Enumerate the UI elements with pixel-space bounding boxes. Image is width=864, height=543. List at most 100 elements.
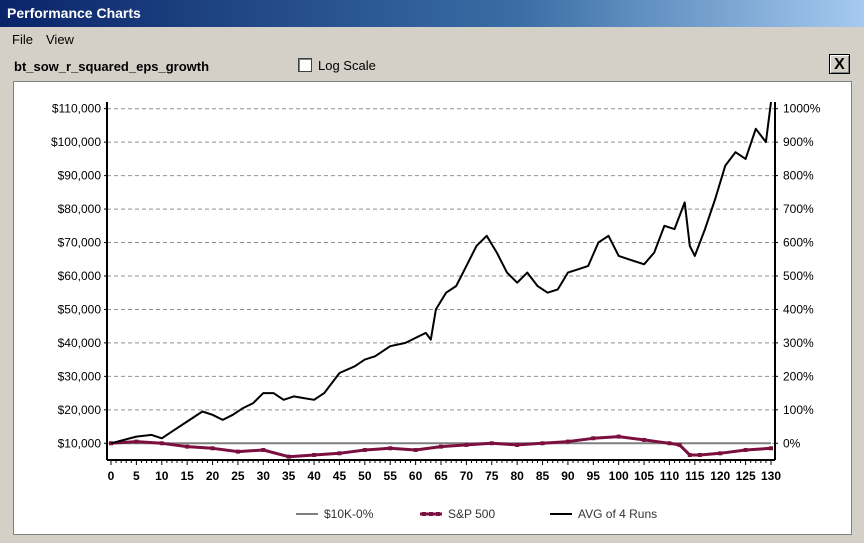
sp500-point [616,434,621,439]
y-left-tick-label: $90,000 [58,169,102,183]
x-tick-label: 100 [609,469,629,483]
chart-toolbar: bt_sow_r_squared_eps_growth Log Scale [0,54,864,80]
y-left-tick-label: $50,000 [58,302,102,316]
legend: $10K-0% S&P 500 AVG of 4 Runs [296,507,657,521]
sp500-point [286,454,291,459]
log-scale-toggle[interactable]: Log Scale [298,58,376,73]
x-tick-label: 0 [108,469,115,483]
x-tick-label: 105 [634,469,654,483]
x-tick-label: 30 [257,469,271,483]
x-tick-label: 20 [206,469,220,483]
menu-file[interactable]: File [12,32,33,47]
x-tick-label: 115 [685,469,705,483]
x-tick-label: 120 [710,469,730,483]
x-tick-label: 35 [282,469,296,483]
x-tick-label: 25 [231,469,245,483]
legend-swatch-point [436,512,440,516]
y-right-tick-label: 400% [783,302,814,316]
sp500-point [489,441,494,446]
y-right-tick-label: 200% [783,369,814,383]
sp500-point [185,444,190,449]
y-left-tick-label: $40,000 [58,336,102,350]
x-tick-label: 90 [561,469,575,483]
x-tick-label: 55 [384,469,398,483]
sp500-point [413,447,418,452]
x-tick-label: 125 [736,469,756,483]
sp500-point [697,452,702,457]
sp500-point [743,447,748,452]
x-tick-label: 5 [133,469,140,483]
sp500-point [362,447,367,452]
sp500-point [235,449,240,454]
x-tick-label: 50 [358,469,372,483]
legend-label: S&P 500 [448,507,495,521]
legend-swatch-point [429,512,433,516]
sp500-point [388,446,393,451]
y-left-tick-label: $80,000 [58,202,102,216]
sp500-point [565,439,570,444]
sp500-point [337,451,342,456]
close-button[interactable]: X [829,54,850,74]
y-right-tick-label: 1000% [783,102,821,116]
sp500-point [210,446,215,451]
y-right-tick-label: 900% [783,135,814,149]
sp500-point [312,452,317,457]
strategy-name: bt_sow_r_squared_eps_growth [14,59,210,74]
x-tick-label: 75 [485,469,499,483]
tick-labels: $10,000 0% $20,000 100% $30,000 200% $40,000 30… [51,102,821,483]
sp500-point [464,442,469,447]
y-right-tick-label: 300% [783,336,814,350]
legend-label: $10K-0% [324,507,374,521]
y-left-tick-label: $100,000 [51,135,101,149]
log-scale-label: Log Scale [318,58,376,73]
sp500-point [134,439,139,444]
sp500-point [667,441,672,446]
sp500-point [718,451,723,456]
y-left-tick-label: $70,000 [58,236,102,250]
y-left-tick-label: $20,000 [58,403,102,417]
x-tick-label: 110 [660,469,680,483]
legend-swatch-point [422,512,426,516]
log-scale-checkbox[interactable] [298,58,312,72]
x-tick-label: 10 [155,469,169,483]
x-tick-label: 65 [434,469,448,483]
window-titlebar[interactable]: Performance Charts [0,0,864,27]
x-tick-label: 130 [761,469,781,483]
x-tick-label: 40 [307,469,321,483]
menu-view[interactable]: View [46,32,74,47]
sp500-point [769,446,773,451]
menu-bar: File View [0,29,864,51]
y-right-tick-label: 600% [783,236,814,250]
x-tick-label: 70 [460,469,474,483]
avg-runs-series-line [110,101,772,445]
y-left-tick-label: $30,000 [58,369,102,383]
series-layer [109,101,773,459]
y-left-tick-label: $60,000 [58,269,102,283]
y-right-tick-label: 700% [783,202,814,216]
y-left-tick-label: $10,000 [58,436,102,450]
sp500-point [540,441,545,446]
x-tick-label: 95 [587,469,601,483]
y-right-tick-label: 800% [783,169,814,183]
axes [104,102,778,465]
gridlines [107,108,775,444]
y-right-tick-label: 0% [783,436,801,450]
y-right-tick-label: 100% [783,403,814,417]
x-tick-label: 45 [333,469,347,483]
sp500-point [591,436,596,441]
sp500-point [677,442,682,447]
x-tick-label: 60 [409,469,423,483]
y-left-tick-label: $110,000 [52,102,101,116]
sp500-point [439,444,443,449]
sp500-point [515,442,520,447]
close-icon: X [834,56,845,73]
y-right-tick-label: 500% [783,269,814,283]
sp500-point [261,447,266,452]
x-tick-label: 15 [180,469,194,483]
x-tick-label: 85 [536,469,550,483]
sp500-point [687,452,692,457]
legend-label: AVG of 4 Runs [578,507,657,521]
sp500-point [159,441,164,446]
window-title: Performance Charts [7,5,141,21]
